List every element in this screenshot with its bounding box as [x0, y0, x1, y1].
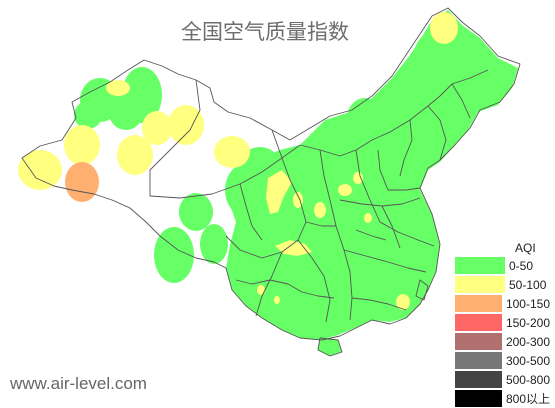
- legend-item: 200-300: [455, 332, 550, 351]
- legend-swatch: [455, 352, 502, 369]
- aqi-moderate-regions: [18, 12, 458, 310]
- legend-swatch: [455, 276, 505, 293]
- legend-label: 100-150: [505, 296, 550, 311]
- legend-swatch: [455, 257, 505, 274]
- legend-label: 150-200: [505, 315, 550, 330]
- aqi-good-regions: [74, 10, 518, 356]
- legend-title: AQI: [515, 241, 536, 255]
- legend-label: 200-300: [505, 334, 550, 349]
- legend-swatch: [455, 295, 502, 312]
- aqi-unhealthy-sensitive-regions: [65, 162, 99, 202]
- aqi-legend: AQI 0-50 50-100 100-150 150-200 200-300 300-5…: [455, 240, 550, 408]
- legend-label: 0-50: [509, 258, 534, 273]
- legend-label: 50-100: [509, 277, 547, 292]
- legend-swatch: [455, 314, 502, 331]
- legend-item: 100-150: [455, 294, 550, 313]
- legend-item: 50-100: [455, 275, 550, 294]
- legend-swatch: [455, 333, 502, 350]
- map-borders: [21, 7, 521, 357]
- legend-swatch: [455, 390, 502, 407]
- legend-label: 800以上: [505, 392, 550, 406]
- site-watermark: www.air-level.com: [10, 374, 147, 393]
- legend-item: 800以上: [455, 389, 550, 408]
- map-title: 全国空气质量指数: [181, 20, 349, 44]
- legend-item: 150-200: [455, 313, 550, 332]
- legend-item: 300-500: [455, 351, 550, 370]
- legend-item: 0-50: [455, 256, 550, 275]
- legend-swatch: [455, 371, 502, 388]
- legend-label: 300-500: [505, 353, 550, 368]
- legend-label: 500-800: [505, 372, 550, 387]
- legend-item: 500-800: [455, 370, 550, 389]
